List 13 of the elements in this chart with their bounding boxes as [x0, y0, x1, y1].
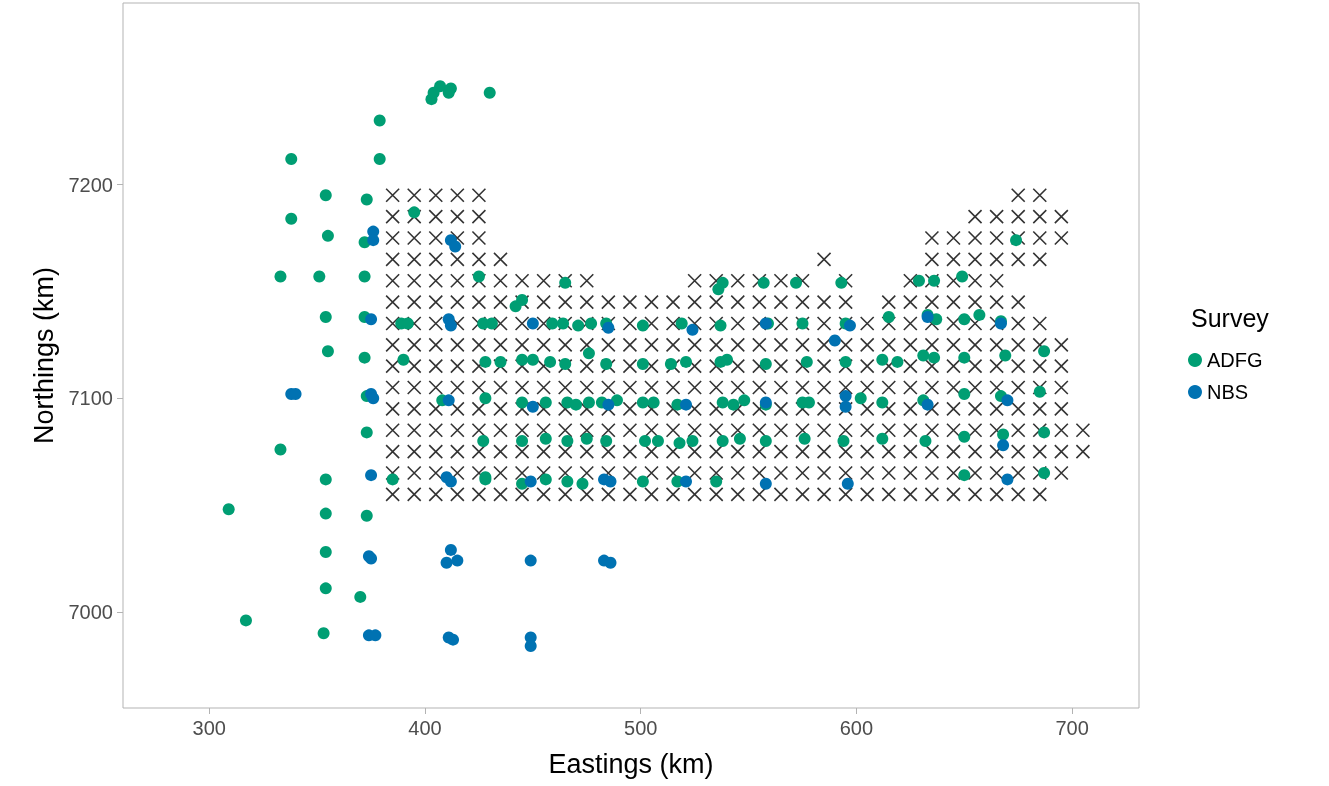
x-tick-label: 600	[839, 717, 874, 739]
x-axis-title: Eastings (km)	[548, 748, 714, 779]
legend-label: NBS	[1207, 381, 1249, 403]
y-axis-title: Northings (km)	[28, 266, 59, 445]
legend-label: ADFG	[1207, 349, 1263, 371]
y-tick-label: 7000	[68, 600, 113, 623]
y-tick-label: 7200	[68, 173, 113, 196]
y-tick-label: 7100	[68, 387, 113, 410]
x-tick-label: 400	[408, 717, 442, 739]
x-tick-label: 700	[1055, 717, 1089, 739]
x-tick-label: 300	[192, 717, 226, 739]
x-tick-label: 500	[624, 717, 658, 739]
legend-title: Survey	[1191, 303, 1270, 332]
